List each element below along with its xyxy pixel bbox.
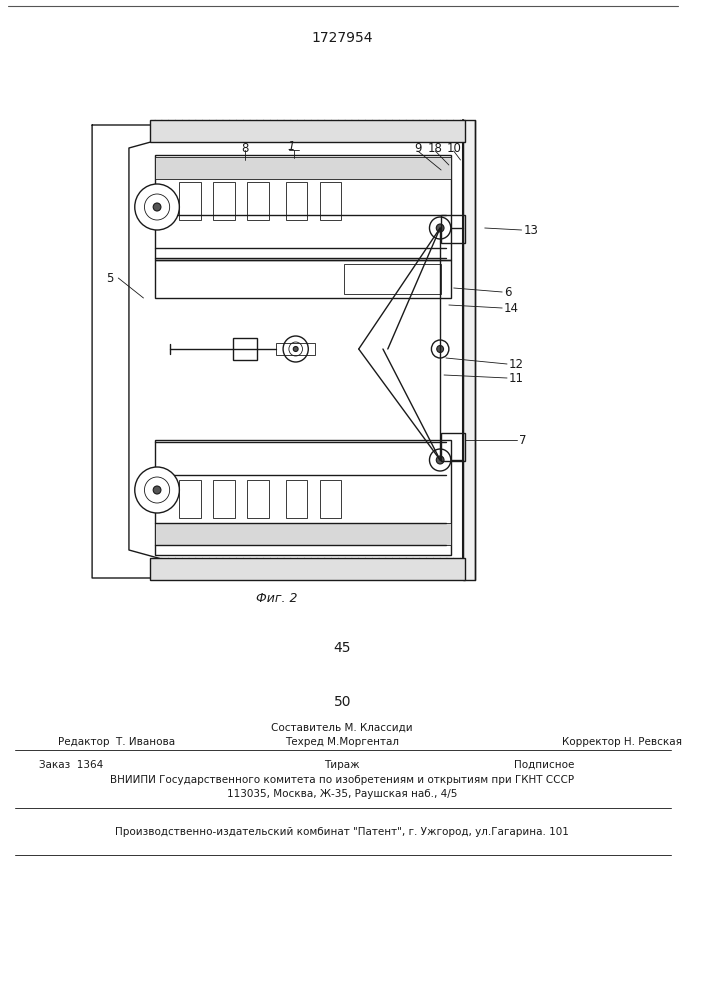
Circle shape xyxy=(135,184,180,230)
Bar xyxy=(155,155,451,260)
Text: Тираж: Тираж xyxy=(325,760,360,770)
Text: Подписное: Подписное xyxy=(514,760,574,770)
Text: Составитель М. Классиди: Составитель М. Классиди xyxy=(271,723,413,733)
Text: Фиг. 2: Фиг. 2 xyxy=(255,591,297,604)
Text: Техред М.Моргентал: Техред М.Моргентал xyxy=(285,737,399,747)
Text: 8: 8 xyxy=(242,141,249,154)
Text: 1: 1 xyxy=(287,140,295,153)
Bar xyxy=(155,523,451,545)
Bar xyxy=(247,182,269,220)
Text: 18: 18 xyxy=(428,142,443,155)
Bar xyxy=(441,433,465,461)
Bar xyxy=(320,480,341,518)
Bar xyxy=(155,157,451,179)
Text: 10: 10 xyxy=(446,142,461,155)
Text: 5: 5 xyxy=(106,271,113,284)
Text: 9: 9 xyxy=(414,142,421,155)
Bar xyxy=(155,260,451,298)
Bar xyxy=(151,120,465,142)
Text: 12: 12 xyxy=(509,358,524,370)
Bar xyxy=(233,338,257,360)
Bar xyxy=(441,215,465,243)
Text: 13: 13 xyxy=(523,224,539,236)
Bar xyxy=(214,480,235,518)
Circle shape xyxy=(293,347,298,352)
Text: ВНИИПИ Государственного комитета по изобретениям и открытиям при ГКНТ СССР: ВНИИПИ Государственного комитета по изоб… xyxy=(110,775,574,785)
Bar xyxy=(276,343,315,355)
Bar xyxy=(286,182,308,220)
Circle shape xyxy=(135,467,180,513)
Circle shape xyxy=(153,203,161,211)
Circle shape xyxy=(436,456,444,464)
Bar xyxy=(286,480,308,518)
Text: Редактор  Т. Иванова: Редактор Т. Иванова xyxy=(58,737,175,747)
Text: 113035, Москва, Ж-35, Раушская наб., 4/5: 113035, Москва, Ж-35, Раушская наб., 4/5 xyxy=(227,789,457,799)
Text: 11: 11 xyxy=(509,371,524,384)
Text: Корректор Н. Ревская: Корректор Н. Ревская xyxy=(562,737,682,747)
Text: 1727954: 1727954 xyxy=(312,31,373,45)
Bar xyxy=(151,558,465,580)
Circle shape xyxy=(431,340,449,358)
Text: Заказ  1364: Заказ 1364 xyxy=(39,760,103,770)
Bar xyxy=(180,480,201,518)
Bar xyxy=(463,120,475,580)
Bar xyxy=(214,182,235,220)
Text: 50: 50 xyxy=(334,695,351,709)
Text: 45: 45 xyxy=(334,641,351,655)
Circle shape xyxy=(429,449,451,471)
Text: Производственно-издательский комбинат "Патент", г. Ужгород, ул.Гагарина. 101: Производственно-издательский комбинат "П… xyxy=(115,827,569,837)
Circle shape xyxy=(283,336,308,362)
Circle shape xyxy=(429,217,451,239)
Circle shape xyxy=(436,224,444,232)
Bar xyxy=(247,480,269,518)
Text: 6: 6 xyxy=(504,286,512,298)
Bar xyxy=(180,182,201,220)
Text: 14: 14 xyxy=(504,302,519,314)
Bar xyxy=(320,182,341,220)
Circle shape xyxy=(437,346,443,353)
Bar xyxy=(155,440,451,555)
Circle shape xyxy=(153,486,161,494)
Bar xyxy=(344,264,441,294)
Text: 7: 7 xyxy=(519,434,526,446)
